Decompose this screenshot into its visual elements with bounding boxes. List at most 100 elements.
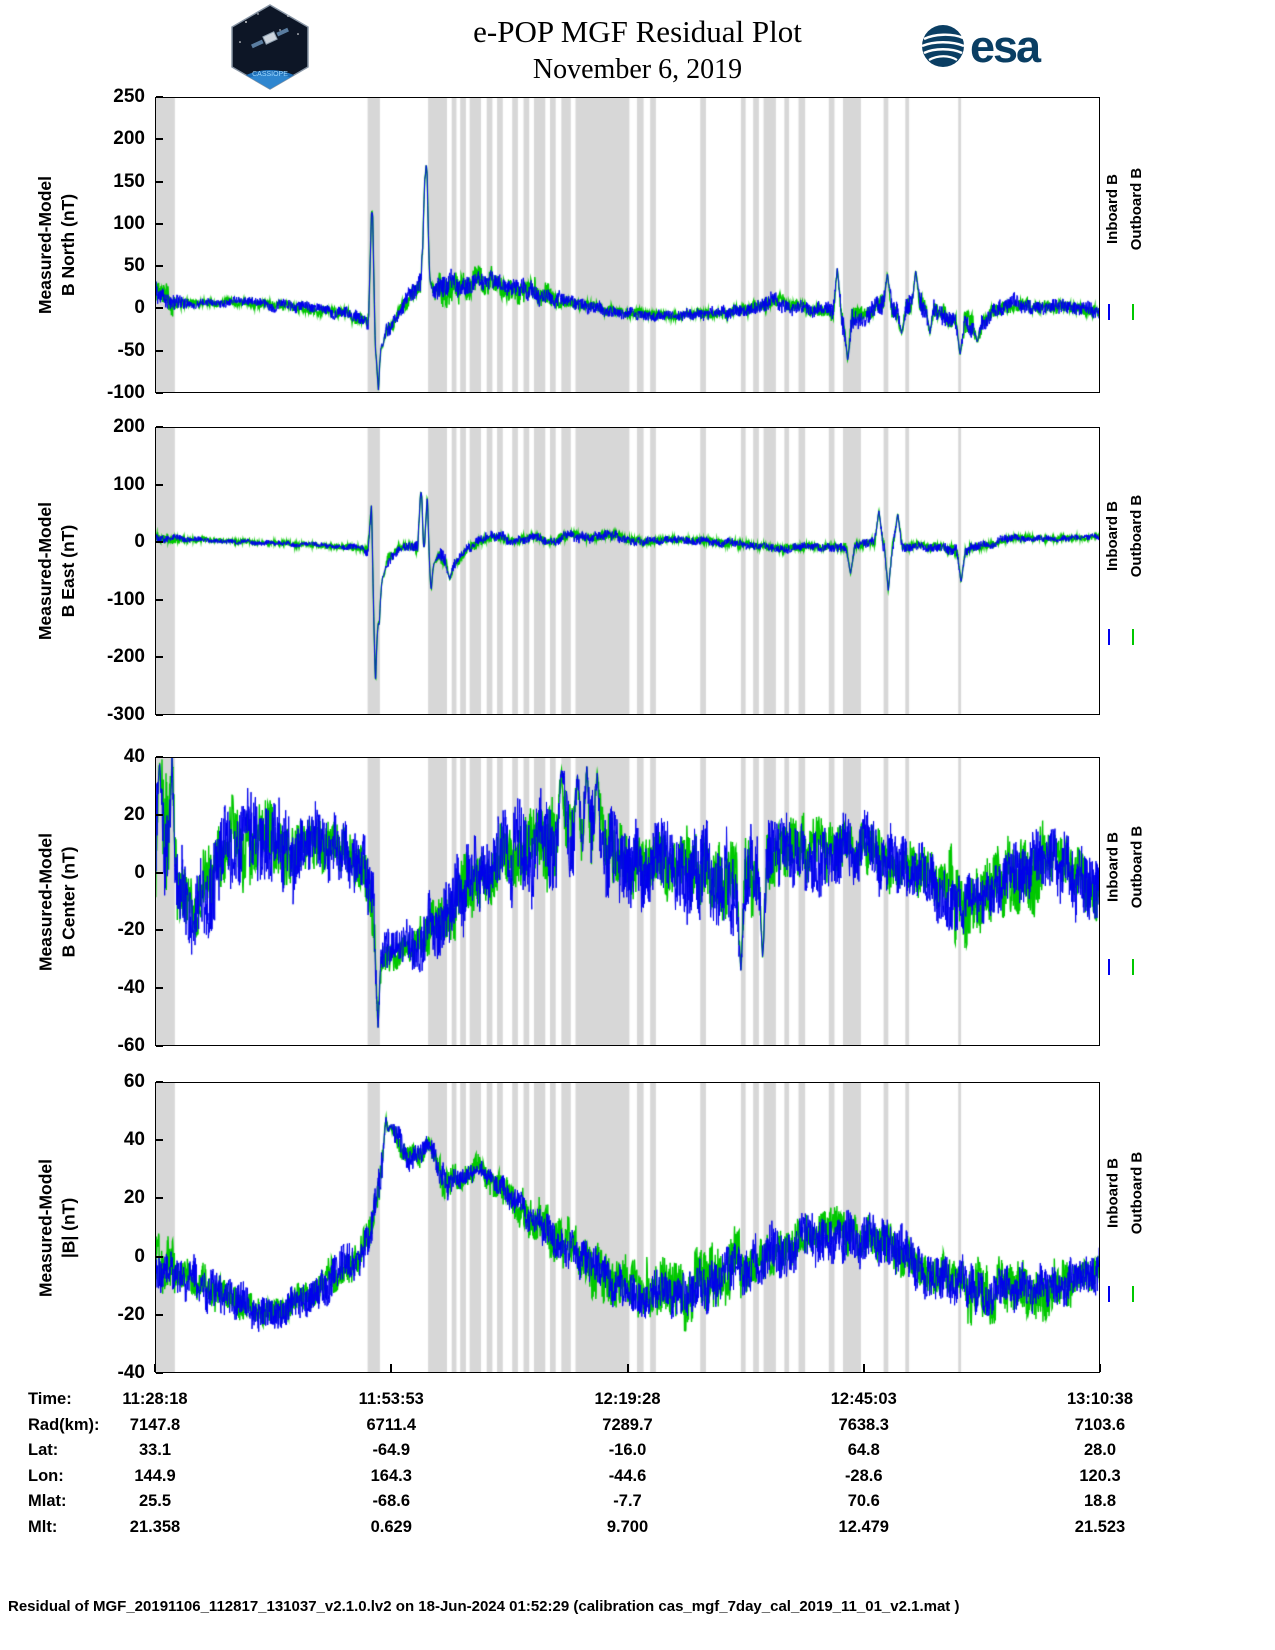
ytick-mark-b-east [156, 426, 163, 428]
xaxis-row-label: Mlt: [28, 1517, 58, 1536]
plot-canvas-b-mag [155, 1082, 1100, 1373]
xaxis-value: 12:45:03 [830, 1390, 897, 1408]
xaxis-value: 6711.4 [366, 1415, 417, 1434]
xaxis-value: -64.9 [372, 1441, 411, 1459]
ytick-mark-b-center [156, 929, 163, 932]
ylabel-wrap-b-mag: Measured-Model |B| (nT) [22, 1082, 92, 1373]
legend-label-outboard: Outboard B [1128, 495, 1145, 578]
ytick-label-b-center: 40 [123, 746, 145, 767]
ytick-mark-b-center [156, 871, 163, 874]
ytick-mark-b-east [156, 656, 163, 659]
xaxis-value: 144.9 [134, 1466, 176, 1485]
ytick-label-b-center: -20 [117, 919, 145, 941]
xaxis-value: 11:53:53 [358, 1390, 424, 1408]
legend-sample-outboard [1132, 628, 1134, 645]
footer-text: Residual of MGF_20191106_112817_131037_v… [8, 1598, 960, 1615]
plot-canvas-b-center [155, 757, 1100, 1046]
legend-label-outboard: Outboard B [1128, 825, 1145, 909]
xaxis-value: 7289.7 [602, 1415, 653, 1434]
legend-label-outboard: Outboard B [1128, 168, 1145, 251]
ytick-label-b-mag: 40 [123, 1129, 145, 1151]
xtick-mark [390, 1364, 393, 1372]
xaxis-value: 164.3 [370, 1466, 412, 1485]
axis-ylabel-b-north: Measured-Model B North (nT) [35, 175, 78, 315]
xaxis-value: 28.0 [1083, 1441, 1117, 1459]
xaxis-row-label: Time: [28, 1390, 72, 1408]
ytick-mark-b-north [156, 392, 163, 394]
legend-sample-inboard [1108, 959, 1110, 976]
legend-label-inboard: Inboard B [1104, 1157, 1121, 1228]
legend-label-outboard-wrap-b-mag: Outboard B [1125, 1082, 1149, 1373]
legend-label-outboard-wrap-b-center: Outboard B [1125, 757, 1149, 1046]
ytick-mark-b-mag [156, 1197, 163, 1200]
ytick-mark-b-center [156, 1045, 163, 1047]
xtick-mark [862, 1364, 865, 1372]
esa-logo-text: esa [970, 21, 1042, 72]
xaxis-value: 7638.3 [838, 1415, 889, 1434]
ytick-mark-b-center [156, 987, 163, 990]
xaxis-row-label: Rad(km): [28, 1415, 100, 1434]
xaxis-value: 70.6 [847, 1492, 880, 1510]
ytick-label-b-center: -40 [117, 977, 145, 999]
xaxis-value: 7147.8 [129, 1415, 181, 1434]
legend-sample-inboard [1108, 304, 1110, 321]
legend-label-inboard-wrap-b-north: Inboard B [1101, 97, 1125, 393]
xaxis-value: 64.8 [847, 1441, 880, 1459]
xaxis-value: 120.3 [1079, 1466, 1121, 1485]
ylabel-wrap-b-center: Measured-Model B Center (nT) [22, 757, 92, 1046]
ytick-mark-b-north [156, 265, 163, 268]
xaxis-value: 9.700 [606, 1517, 649, 1536]
xaxis-value: 21.523 [1074, 1517, 1126, 1536]
xaxis-value: 18.8 [1083, 1492, 1117, 1510]
xaxis-value: 12.479 [838, 1517, 889, 1536]
ytick-label-b-mag: 60 [123, 1071, 145, 1092]
ytick-mark-b-mag [156, 1255, 163, 1258]
xaxis-value: 25.5 [138, 1492, 172, 1510]
esa-logo-graphic: esa [921, 21, 1044, 72]
ytick-label-b-mag: -20 [117, 1303, 145, 1325]
ylabel-wrap-b-north: Measured-Model B North (nT) [22, 97, 92, 393]
ytick-label-b-east: -100 [106, 588, 145, 610]
ytick-label-b-east: 200 [113, 416, 145, 437]
ytick-label-b-center: 20 [123, 803, 145, 825]
ytick-mark-b-mag [156, 1372, 163, 1374]
xaxis-value: -7.7 [613, 1492, 642, 1510]
xaxis-value: -68.6 [372, 1492, 411, 1510]
axis-ylabel-b-mag: Measured-Model |B| (nT) [35, 1158, 78, 1297]
ytick-mark-b-east [156, 541, 163, 544]
ytick-label-b-north: -50 [117, 339, 145, 361]
legend-sample-inboard [1108, 628, 1110, 645]
esa-logo: esa [920, 20, 1045, 77]
ytick-mark-b-north [156, 180, 163, 183]
ytick-label-b-mag: -40 [117, 1362, 145, 1383]
ytick-label-b-mag: 20 [123, 1187, 145, 1209]
ytick-label-b-mag: 0 [134, 1245, 145, 1267]
ytick-label-b-east: 100 [113, 473, 145, 495]
ytick-mark-b-north [156, 222, 163, 225]
xaxis-value: 11:28:18 [122, 1390, 188, 1408]
page-subtitle-date: November 6, 2019 [532, 54, 743, 85]
ytick-mark-b-east [156, 714, 163, 716]
ytick-mark-b-mag [156, 1313, 163, 1316]
cassiope-patch-graphic: CASSIOPE [231, 4, 309, 90]
legend-label-inboard-wrap-b-center: Inboard B [1101, 757, 1125, 1046]
ytick-label-b-north: -100 [106, 382, 145, 403]
ytick-mark-b-north [156, 138, 163, 141]
xaxis-value: 7103.6 [1074, 1415, 1126, 1434]
mission-patch-label: CASSIOPE [252, 71, 288, 78]
xtick-mark [1099, 1364, 1101, 1372]
legend-label-inboard-wrap-b-mag: Inboard B [1101, 1082, 1125, 1373]
plot-canvas-b-east [155, 427, 1100, 715]
legend-sample-inboard [1108, 1285, 1110, 1302]
legend-label-inboard-wrap-b-east: Inboard B [1101, 427, 1125, 715]
xtick-mark [154, 1364, 156, 1372]
legend-label-inboard: Inboard B [1104, 831, 1121, 902]
xaxis-value: 0.629 [370, 1517, 412, 1536]
xaxis-value: 21.358 [129, 1517, 181, 1536]
ytick-mark-b-north [156, 307, 163, 310]
legend-label-outboard-wrap-b-north: Outboard B [1125, 97, 1149, 393]
ytick-label-b-center: -60 [117, 1035, 145, 1056]
legend-label-outboard: Outboard B [1128, 1151, 1145, 1234]
ytick-mark-b-north [156, 349, 163, 352]
ytick-mark-b-east [156, 598, 163, 601]
